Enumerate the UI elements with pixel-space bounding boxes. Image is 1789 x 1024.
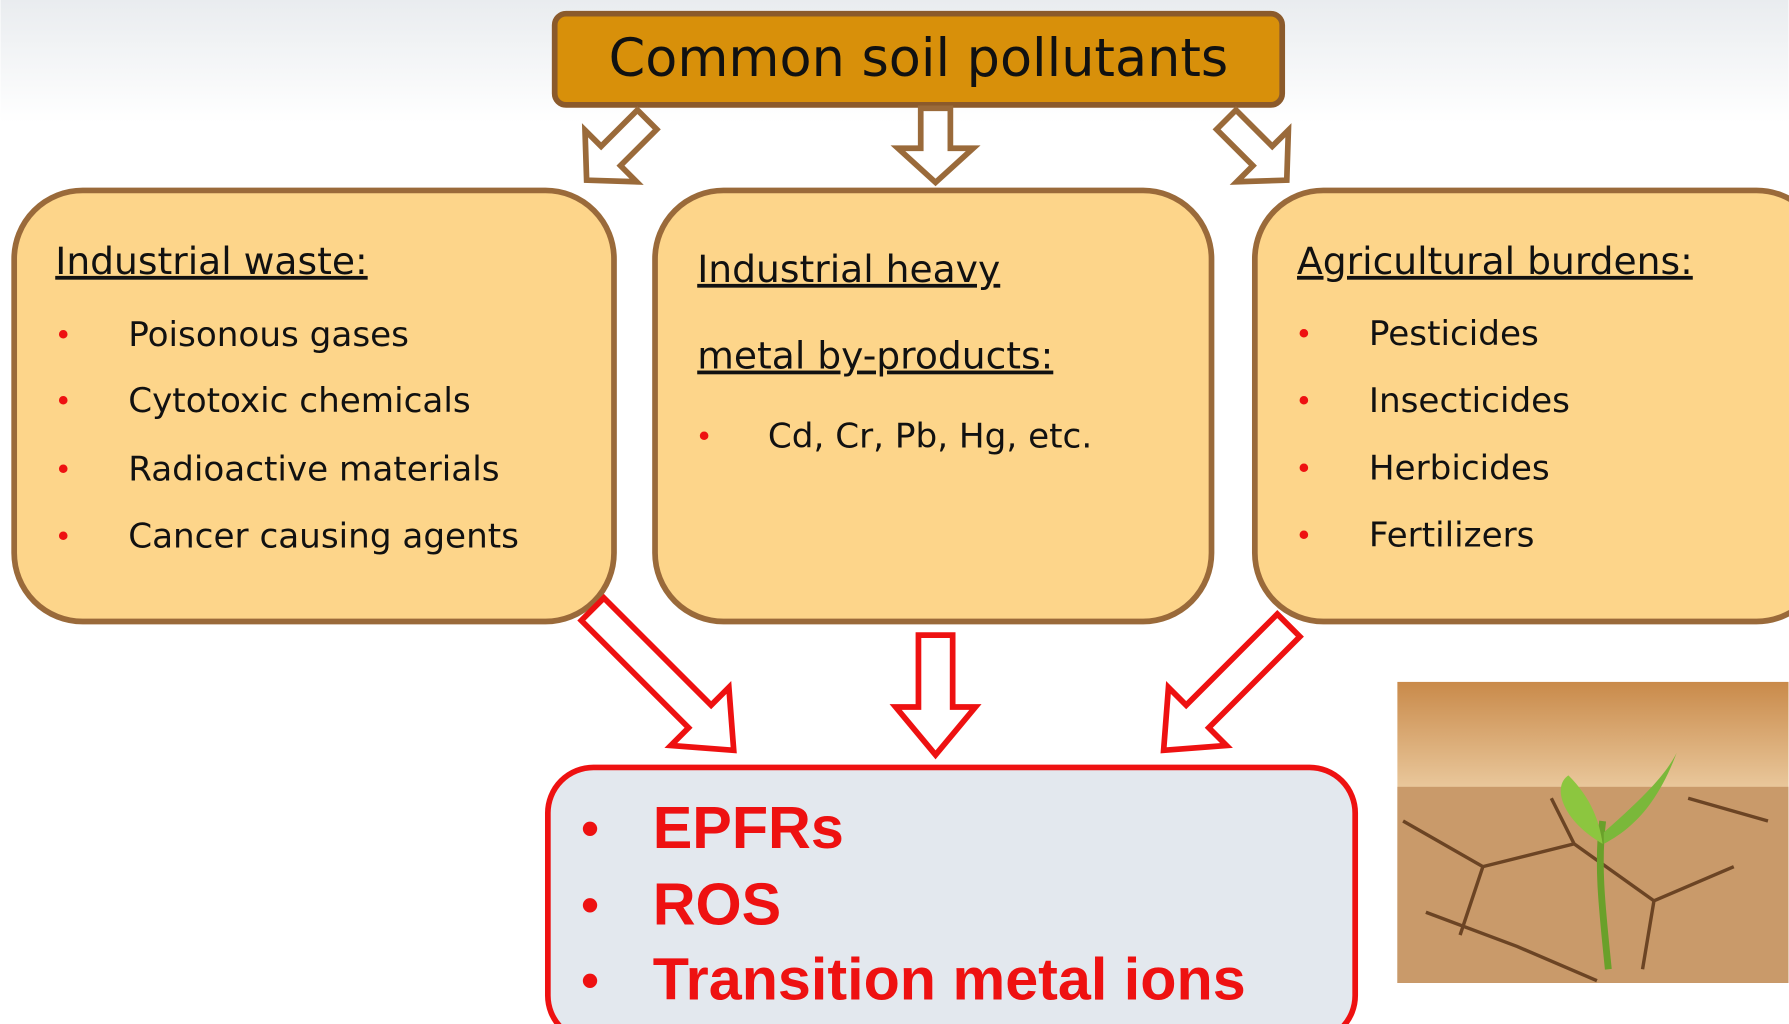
box-heading: Agricultural burdens:	[1297, 239, 1693, 283]
source-box	[11, 187, 617, 625]
arrow	[577, 593, 737, 754]
result-box	[545, 764, 1359, 1024]
bullet: •	[54, 317, 71, 352]
box-heading: Industrial waste:	[55, 239, 367, 283]
source-box	[1252, 187, 1789, 625]
box-item: Poisonous gases	[128, 315, 409, 355]
result-item: Transition metal ions	[653, 946, 1246, 1013]
title-box	[551, 10, 1286, 108]
bullet: •	[695, 418, 712, 453]
arrow	[1212, 105, 1292, 185]
bullet: •	[1295, 450, 1312, 485]
box-heading: Industrial heavy	[697, 247, 1000, 291]
arrow	[1160, 610, 1304, 754]
box-item: Cd, Cr, Pb, Hg, etc.	[768, 416, 1092, 456]
bullet: •	[1295, 383, 1312, 418]
box-item: Fertilizers	[1369, 516, 1535, 556]
result-item: EPFRs	[653, 794, 844, 861]
bullet: •	[1295, 518, 1312, 553]
bullet: •	[54, 451, 71, 486]
arrow	[581, 105, 661, 185]
bullet: •	[581, 952, 599, 1008]
box-heading: metal by-products:	[697, 334, 1053, 378]
source-box	[652, 187, 1215, 625]
arrow	[890, 105, 981, 187]
title: Common soil pollutants	[609, 28, 1229, 89]
box-item: Pesticides	[1369, 314, 1539, 354]
box-item: Cancer causing agents	[128, 517, 519, 557]
soil-photo	[1397, 681, 1789, 983]
bullet: •	[54, 383, 71, 418]
arrow	[889, 632, 982, 760]
bullet: •	[54, 519, 71, 554]
box-item: Cytotoxic chemicals	[128, 381, 470, 421]
box-item: Radioactive materials	[128, 449, 499, 489]
box-item: Insecticides	[1369, 381, 1570, 421]
box-item: Herbicides	[1369, 448, 1550, 488]
bullet: •	[581, 877, 599, 933]
bullet: •	[581, 801, 599, 857]
bullet: •	[1295, 316, 1312, 351]
result-item: ROS	[653, 870, 781, 937]
